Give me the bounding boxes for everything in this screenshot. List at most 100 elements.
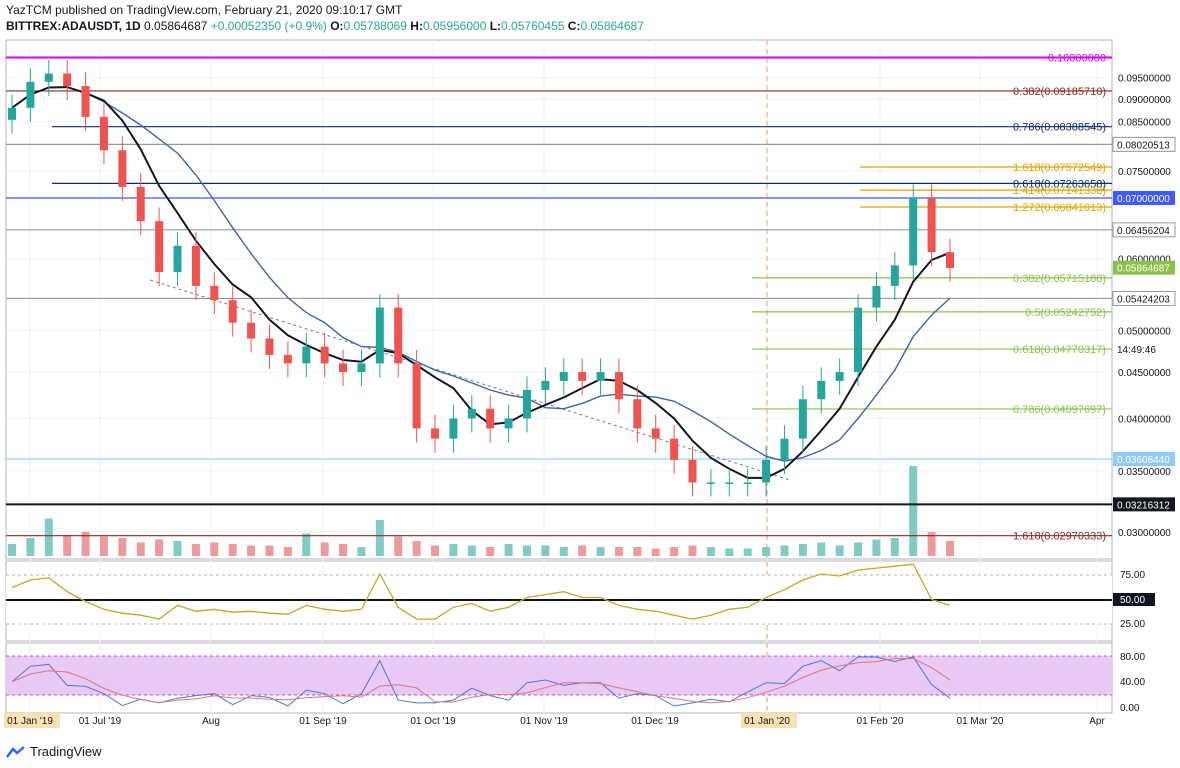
candle-body — [467, 408, 476, 419]
volume-bar — [541, 545, 550, 556]
level-labels: 0.10000000 0.382(0.09185710) 0.786(0.08388… — [1013, 52, 1176, 543]
volume-bar — [155, 539, 164, 556]
volume-bar — [191, 544, 200, 556]
horizontal-levels — [6, 56, 1112, 537]
rsi-50-box — [1113, 593, 1155, 606]
candle-body — [651, 428, 660, 439]
level-price-label: 0.07000000 — [1117, 194, 1170, 205]
volume-bar — [375, 520, 384, 556]
low-label: L: — [489, 19, 502, 33]
rsi-tick-75: 75.00 — [1120, 570, 1145, 581]
candle-body — [375, 307, 384, 364]
descending-trendline — [149, 279, 791, 481]
price-tick: 0.09500000 — [1118, 74, 1171, 85]
volume-bar — [228, 544, 237, 556]
volume-bar — [817, 542, 826, 556]
level-price-label: 0.08020513 — [1117, 140, 1170, 151]
candle-body — [835, 372, 844, 381]
volume-bar — [449, 544, 458, 556]
stoch-band-fill — [6, 656, 1112, 695]
candle-body — [817, 380, 826, 400]
volume-bar — [394, 536, 403, 556]
last-price: 0.05864687 — [144, 19, 208, 33]
volume-bar — [670, 547, 679, 556]
time-label: 01 Nov '19 — [520, 716, 568, 727]
fib-level-label: 1.618(0.02970333) — [1013, 531, 1106, 543]
candle-body — [780, 438, 789, 460]
candle-body — [26, 81, 35, 108]
symbol-info: BITTREX:ADAUSDT, 1D 0.05864687 +0.000523… — [6, 19, 644, 33]
time-label: Apr — [1089, 716, 1105, 727]
volume-bar — [431, 545, 440, 556]
candle-body — [872, 285, 881, 308]
price-axis[interactable]: 0.09500000 0.09000000 0.08500000 0.07500000… — [1118, 74, 1171, 539]
level-price-label: 0.03608440 — [1117, 455, 1170, 466]
price-tick: 0.03500000 — [1118, 467, 1171, 478]
candle-body — [81, 86, 90, 117]
price-change: +0.00052350 (+0.9%) — [210, 19, 327, 33]
candle-body — [302, 346, 311, 364]
time-label: 01 Mar '20 — [957, 716, 1004, 727]
stoch-tick-40: 40.00 — [1120, 677, 1145, 688]
volume-bar — [173, 541, 182, 556]
candle-body — [633, 399, 642, 429]
tradingview-footer[interactable]: TradingView — [6, 744, 102, 759]
volume-bar — [578, 545, 587, 556]
candle-body — [63, 73, 72, 87]
volume-bar — [872, 539, 881, 556]
publisher-line: YazTCM published on TradingView.com, Feb… — [6, 3, 403, 17]
high-label: H: — [410, 19, 423, 33]
volume-bar — [504, 544, 513, 556]
fib-level-label: 1.618(0.07572549) — [1013, 162, 1106, 174]
time-label-highlight — [4, 713, 60, 728]
candle-body — [339, 363, 348, 373]
candle-body — [265, 338, 274, 355]
price-tick: 0.09000000 — [1118, 95, 1171, 106]
volume-bar — [780, 545, 789, 556]
candle-body — [136, 186, 145, 222]
volume-bar — [706, 547, 715, 556]
time-label: 01 Sep '19 — [299, 716, 347, 727]
fib-level-label: 0.618(0.04770317) — [1013, 344, 1106, 356]
candle-body — [431, 428, 440, 439]
rsi-tick-25: 25.00 — [1120, 619, 1145, 630]
candle-body — [394, 307, 403, 364]
level-price-label: 0.05424203 — [1117, 294, 1170, 305]
volume-bar — [798, 544, 807, 556]
volume-bar — [725, 548, 734, 556]
stoch-tick-0: 0.00 — [1120, 703, 1140, 714]
open-label: O: — [330, 19, 344, 33]
volume-bar — [486, 547, 495, 556]
candle-body — [210, 285, 219, 301]
time-label: 01 Oct '19 — [410, 716, 456, 727]
candle-body — [357, 363, 366, 373]
level-price-box — [1113, 497, 1175, 512]
time-label-highlight — [741, 713, 797, 728]
stoch-d-line — [11, 658, 951, 704]
candle-body — [283, 354, 292, 364]
volume-bar — [688, 545, 697, 556]
symbol-name[interactable]: BITTREX:ADAUSDT, 1D — [6, 19, 141, 33]
candle-body — [596, 372, 605, 381]
time-label: Aug — [202, 716, 220, 727]
volume-bar — [265, 545, 274, 556]
candle-body — [44, 73, 53, 82]
volume-bar — [339, 544, 348, 556]
volume-bar — [633, 547, 642, 556]
countdown: 14:49:46 — [1117, 345, 1156, 356]
volume-bar — [854, 542, 863, 556]
sma-200-line — [11, 86, 951, 462]
fib-level-label: 0.5(0.05242752) — [1025, 307, 1106, 319]
candle-body — [614, 372, 623, 400]
fib-level-label: 0.382(0.05715188) — [1013, 273, 1106, 285]
volume-bar — [210, 542, 219, 556]
level-price-box — [1113, 190, 1175, 205]
volume-bar — [614, 547, 623, 556]
volume-bars — [8, 466, 954, 556]
level-price-box — [1113, 452, 1175, 467]
level-price-box — [1112, 290, 1176, 306]
candle-body — [173, 245, 182, 273]
candle-body — [541, 380, 550, 390]
time-axis[interactable]: 01 Jan '19 01 Jul '19 Aug 01 Sep '19 01 Oct … — [4, 713, 1105, 728]
